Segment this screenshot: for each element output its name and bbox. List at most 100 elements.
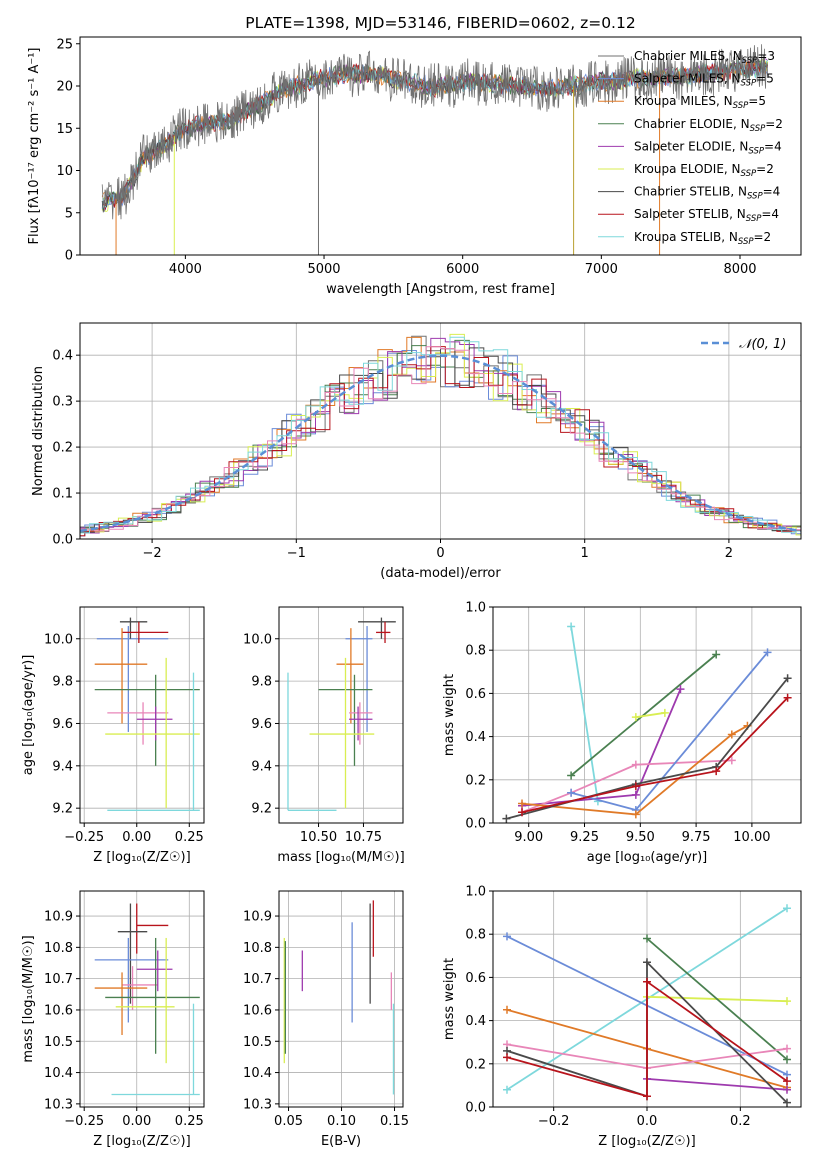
x-tick-label: 5000 [307, 262, 340, 277]
x-axis-label: Z [log₁₀(Z/Z☉)] [93, 850, 190, 865]
y-tick-label: 1.0 [465, 601, 486, 616]
error-bars [287, 617, 396, 811]
spectrum-lines [101, 44, 769, 255]
weight-series [570, 626, 599, 802]
x-tick-label: 10.00 [733, 830, 770, 845]
plus-marker [567, 788, 576, 797]
axes-frame [79, 36, 802, 256]
x-tick-label: 0.2 [730, 1114, 751, 1129]
y-tick-label: 0.8 [465, 928, 486, 943]
x-tick-label: 4000 [169, 262, 202, 277]
plus-marker [783, 1055, 791, 1064]
y-tick-label: 10.5 [44, 1035, 73, 1050]
x-tick-label: 9.50 [626, 830, 655, 845]
y-tick-label: 10.4 [243, 1066, 272, 1081]
y-tick-label: 9.8 [251, 675, 272, 690]
legend-label: Salpeter STELIB, NSSP=4 [634, 207, 779, 224]
x-axis-label: Z [log₁₀(Z/Z☉)] [598, 1134, 695, 1149]
residuals-chart: −2 −1 0 1 2 0.0 0.1 0.2 0.3 0.4 (data-model)/error… [31, 322, 802, 581]
x-tick-label: 0.00 [122, 830, 151, 845]
plus-marker [631, 713, 640, 722]
y-tick-label: 0.8 [465, 644, 486, 659]
plus-marker [502, 814, 511, 823]
plus-marker [503, 932, 511, 941]
y-tick-label: 10.7 [44, 972, 73, 987]
y-tick-label: 0.2 [52, 441, 73, 456]
plus-marker [712, 650, 721, 659]
plus-marker [643, 958, 651, 967]
y-axis-label: mass [log₁₀(M/M☉)] [21, 935, 36, 1062]
legend-label: Chabrier STELIB, NSSP=4 [634, 185, 780, 202]
y-axis-label: Normed distribution [31, 366, 46, 496]
y-tick-label: 9.2 [251, 802, 272, 817]
x-tick-label: 10.50 [300, 830, 337, 845]
plus-marker [503, 1053, 511, 1062]
y-tick-label: 10.8 [44, 941, 73, 956]
x-axis-label: E(B-V) [321, 1134, 361, 1149]
y-tick-label: 9.6 [251, 717, 272, 732]
x-tick-label: −0.2 [538, 1114, 570, 1129]
plus-marker [783, 1085, 791, 1094]
y-tick-label: 0.6 [465, 971, 486, 986]
plus-marker [518, 808, 527, 817]
weight-series [506, 979, 788, 1098]
plus-marker [643, 1092, 651, 1101]
y-tick-label: 0.0 [52, 533, 73, 548]
y-tick-label: 0.2 [465, 1057, 486, 1072]
x-tick-label: −2 [143, 546, 162, 561]
y-tick-label: 10.3 [44, 1097, 73, 1112]
x-axis-label: Z [log₁₀(Z/Z☉)] [93, 1134, 190, 1149]
weight-vs-Z-chart: −0.2 0.0 0.2 0.0 0.2 0.4 0.6 0.8 1.0 Z [log₁₀(Z/Z… [442, 885, 802, 1149]
x-tick-label: −1 [287, 546, 306, 561]
mass-vs-EBV-chart: 0.05 0.10 0.15 10.3 10.4 10.5 10.6 10.7 10.8 10.9… [243, 890, 409, 1149]
y-axis-label: age [log₁₀(age/yr)] [21, 655, 36, 776]
y-tick-label: 10.6 [243, 1003, 272, 1018]
histogram-series [80, 350, 801, 537]
axes-frame [278, 890, 404, 1108]
y-axis-label: mass weight [442, 958, 457, 1040]
y-tick-label: 10 [56, 164, 73, 179]
plus-marker [643, 977, 651, 986]
plus-marker [727, 730, 736, 739]
y-tick-label: 0.1 [52, 487, 73, 502]
histogram-series [80, 346, 801, 537]
y-tick-label: 10.7 [243, 972, 272, 987]
x-tick-label: 0.10 [327, 1114, 356, 1129]
spectrum-series [101, 44, 769, 220]
y-tick-label: 10.3 [243, 1097, 272, 1112]
plus-marker [631, 782, 640, 791]
plus-marker [783, 693, 792, 702]
y-tick-label: 9.4 [52, 759, 73, 774]
axes-frame [79, 606, 205, 824]
x-tick-label: 0.0 [637, 1114, 658, 1129]
x-axis-label: wavelength [Angstrom, rest frame] [326, 282, 555, 297]
x-tick-label: 6000 [446, 262, 479, 277]
y-tick-label: 0 [65, 249, 73, 264]
y-tick-label: 9.6 [52, 717, 73, 732]
weight-vs-age-chart: 9.00 9.25 9.50 9.75 10.00 0.0 0.2 0.4 0.6 0.8 1.0 a… [442, 601, 802, 865]
y-tick-label: 10.9 [243, 910, 272, 925]
x-tick-label: 0.15 [380, 1114, 409, 1129]
normal-curve [80, 354, 801, 533]
plus-marker [503, 1005, 511, 1014]
y-tick-label: 0.0 [465, 1101, 486, 1116]
y-tick-label: 9.4 [251, 759, 272, 774]
weight-lines [503, 904, 791, 1107]
histogram-series [80, 346, 801, 537]
legend-label: Salpeter ELODIE, NSSP=4 [634, 139, 782, 156]
plus-marker [660, 708, 669, 717]
plus-marker [631, 810, 640, 819]
y-tick-label: 25 [56, 37, 73, 52]
y-tick-label: 1.0 [465, 885, 486, 900]
x-tick-label: 9.75 [682, 830, 711, 845]
y-tick-label: 0.4 [465, 1014, 486, 1029]
x-tick-label: 0.25 [175, 830, 204, 845]
y-tick-label: 0.6 [465, 687, 486, 702]
x-tick-label: −0.25 [64, 1114, 104, 1129]
y-tick-label: 10.0 [243, 632, 272, 647]
x-tick-label: 0.00 [122, 1114, 151, 1129]
x-tick-label: 0.25 [175, 1114, 204, 1129]
x-tick-label: 9.25 [570, 830, 599, 845]
chart-title: PLATE=1398, MJD=53146, FIBERID=0602, z=0… [245, 14, 635, 32]
